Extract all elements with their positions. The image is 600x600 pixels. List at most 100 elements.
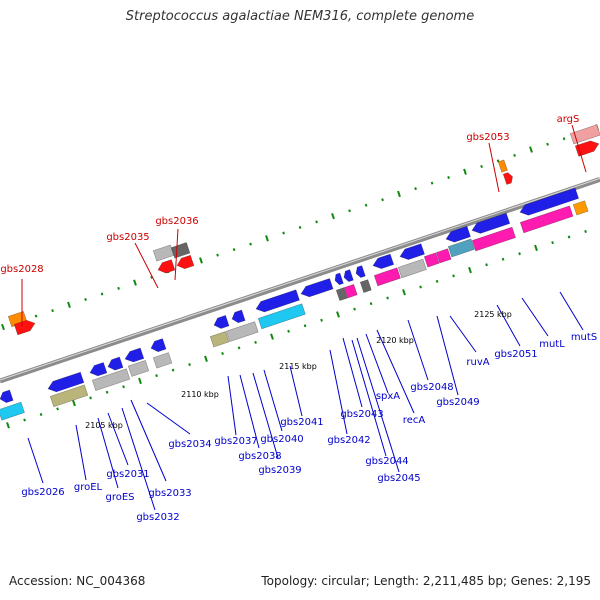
gene-reverse-shape [373, 267, 401, 287]
gene-reverse [447, 238, 475, 258]
gene-reverse-shape [89, 362, 108, 377]
gene-reverse-shape [572, 200, 589, 216]
genome-summary-text: Topology: circular; Length: 2,211,485 bp… [261, 574, 591, 588]
backbone-line [0, 177, 600, 384]
tick-mark [430, 181, 434, 185]
label-leader-line [146, 402, 191, 435]
tick-mark [315, 220, 318, 224]
tick-mark [303, 324, 307, 328]
gene-forward-shape [497, 159, 508, 173]
gene-forward [157, 259, 176, 274]
gene-reverse-shape [399, 243, 425, 260]
tick-mark [468, 266, 472, 274]
gene-forward-shape [157, 259, 176, 274]
label-leader-line [174, 228, 179, 281]
gene-reverse [127, 359, 150, 377]
gene-reverse-shape [0, 389, 14, 404]
gene-reverse [355, 265, 366, 278]
tick-mark [447, 176, 450, 180]
gene-reverse-shape [209, 331, 230, 348]
gene-reverse-shape [231, 309, 246, 324]
tick-mark [100, 292, 104, 296]
tick-mark [485, 263, 488, 267]
gene-label: gbs2026 [21, 487, 64, 498]
gene-reverse-shape [124, 347, 145, 363]
tick-mark [155, 374, 158, 378]
gene-label: gbs2044 [365, 456, 408, 467]
tick-mark [414, 187, 417, 191]
gene-reverse-shape [334, 272, 344, 286]
gene-reverse [231, 309, 246, 324]
tick-mark [237, 346, 241, 350]
tick-mark [23, 418, 26, 422]
gene-reverse-shape [47, 371, 85, 393]
gene-reverse [397, 258, 427, 279]
accession-text: Accession: NC_004368 [9, 574, 146, 588]
tick-mark [584, 230, 587, 234]
gene-label: gbs2045 [377, 473, 420, 484]
scale-label: 2110 kbp [181, 390, 219, 399]
gene-label: mutL [539, 339, 565, 350]
gene-reverse [335, 287, 348, 302]
gene-reverse-shape [213, 315, 230, 329]
gene-reverse [49, 384, 89, 408]
label-leader-line [571, 124, 587, 173]
gene-label: gbs2034 [168, 439, 211, 450]
tick-mark [270, 333, 274, 340]
scale-label: 2105 kbp [85, 421, 123, 430]
gene-reverse-shape [519, 205, 574, 234]
tick-mark [529, 146, 533, 153]
gene-reverse-shape [107, 356, 124, 371]
scale-label: 2115 kbp [279, 362, 317, 371]
gene-label: argS [557, 114, 580, 125]
gene-label: groEL [74, 482, 103, 493]
tick-mark [364, 203, 368, 207]
tick-mark [51, 309, 54, 313]
gene-label: gbs2043 [340, 409, 383, 420]
label-leader-line [134, 242, 159, 289]
tick-mark [204, 355, 208, 362]
tick-mark [320, 318, 323, 322]
gene-forward-shape [176, 254, 195, 270]
label-lines [21, 124, 587, 511]
gene-label: gbs2053 [466, 132, 509, 143]
gene-reverse-shape [372, 253, 395, 269]
gene-reverse [343, 269, 354, 282]
tick-mark [56, 407, 59, 411]
gene-reverse [471, 212, 511, 234]
tick-mark [122, 385, 125, 389]
tick-mark [287, 329, 290, 333]
label-leader-line [407, 319, 429, 381]
gene-forward-shape [170, 242, 191, 259]
label-leader-line [521, 297, 549, 337]
gene-label: gbs2040 [260, 434, 303, 445]
gene-reverse [372, 253, 395, 269]
tick-mark [386, 296, 389, 300]
gene-reverse [257, 303, 306, 330]
gene-reverse-shape [225, 321, 259, 342]
tick-mark [452, 274, 455, 278]
gene-label: gbs2036 [155, 216, 198, 227]
gene-reverse-shape [0, 401, 25, 421]
gene-reverse-shape [343, 269, 354, 282]
tick-mark [562, 137, 566, 141]
tick-mark [402, 289, 406, 296]
label-leader-line [449, 315, 477, 353]
gene-labels: gbs2028 gbs2035 gbs2036 gbs2053 argS gbs2026 g… [0, 114, 597, 523]
tick-mark [39, 412, 43, 416]
label-leader-line [263, 369, 283, 432]
gene-reverse-shape [397, 258, 427, 279]
gene-reverse [399, 243, 425, 260]
gene-label: gbs2035 [106, 232, 149, 243]
scale-labels: 2105 kbp 2110 kbp 2115 kbp 2120 kbp 2125 kbp [85, 310, 512, 430]
gene-reverse-shape [343, 283, 358, 299]
gene-reverse-shape [445, 225, 471, 243]
tick-mark [501, 257, 505, 261]
tick-mark [369, 302, 373, 306]
gene-reverse-shape [447, 238, 475, 258]
tick-mark [336, 311, 340, 318]
label-leader-line [107, 412, 129, 466]
gene-label: gbs2041 [280, 417, 323, 428]
gene-forward-shape [502, 172, 513, 185]
gene-reverse [359, 279, 372, 293]
